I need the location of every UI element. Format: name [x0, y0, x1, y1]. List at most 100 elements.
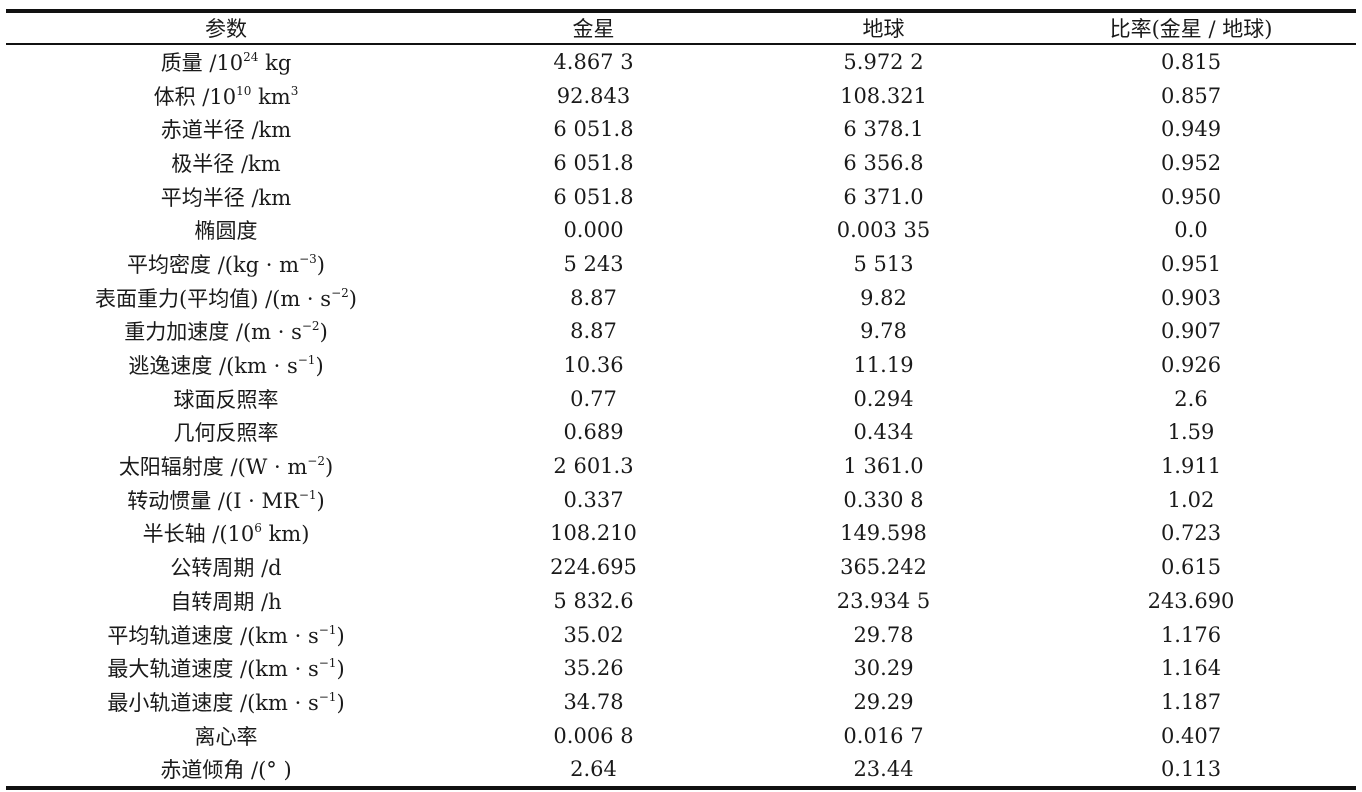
table-header-row: 参数 金星 地球 比率(金星 / 地球) — [6, 11, 1356, 44]
venus-value-cell: 5 243 — [563, 251, 624, 276]
earth-value-cell: 9.82 — [860, 285, 907, 310]
venus-value-cell: 0.000 — [563, 218, 624, 243]
venus-value-cell: 4.867 3 — [553, 49, 634, 74]
venus-value-cell: 6 051.8 — [553, 117, 634, 142]
earth-value-cell: 108.321 — [840, 83, 927, 108]
table-row: 公转周期 /d 224.695 365.242 0.615 — [6, 550, 1356, 584]
parameter-cell: 自转周期 /h — [170, 589, 282, 614]
venus-value-cell: 0.337 — [563, 487, 624, 512]
ratio-value-cell: 0.857 — [1160, 83, 1222, 108]
header-ratio: 比率(金星 / 地球) — [1109, 17, 1273, 41]
table-row: 离心率 0.006 8 0.016 7 0.407 — [6, 719, 1356, 753]
venus-value-cell: 0.77 — [570, 386, 617, 411]
venus-value-cell: 8.87 — [570, 285, 617, 310]
venus-value-cell: 35.26 — [563, 656, 624, 681]
ratio-value-cell: 1.911 — [1160, 454, 1222, 479]
parameter-cell: 最大轨道速度 /(km · s−1) — [107, 656, 345, 682]
parameter-cell: 平均密度 /(kg · m−3) — [127, 251, 325, 277]
earth-value-cell: 5 513 — [853, 251, 914, 276]
table-row: 极半径 /km 6 051.8 6 356.8 0.952 — [6, 146, 1356, 180]
table-row: 赤道半径 /km 6 051.8 6 378.1 0.949 — [6, 112, 1356, 146]
parameter-cell: 赤道半径 /km — [160, 118, 292, 143]
parameter-cell: 公转周期 /d — [170, 556, 282, 581]
earth-value-cell: 6 378.1 — [843, 117, 924, 142]
ratio-value-cell: 0.950 — [1160, 184, 1222, 209]
parameter-cell: 椭圆度 — [194, 219, 258, 244]
ratio-value-cell: 1.02 — [1167, 487, 1215, 512]
ratio-value-cell: 0.113 — [1160, 757, 1222, 782]
parameter-cell: 体积 /1010 km3 — [153, 83, 299, 109]
ratio-value-cell: 0.815 — [1160, 49, 1222, 74]
venus-value-cell: 0.006 8 — [553, 723, 634, 748]
venus-value-cell: 108.210 — [550, 521, 637, 546]
parameter-cell: 平均轨道速度 /(km · s−1) — [107, 622, 345, 648]
venus-value-cell: 6 051.8 — [553, 150, 634, 175]
earth-value-cell: 1 361.0 — [843, 454, 924, 479]
earth-value-cell: 5.972 2 — [843, 49, 924, 74]
earth-value-cell: 29.78 — [853, 622, 914, 647]
ratio-value-cell: 0.907 — [1160, 319, 1222, 344]
header-earth: 地球 — [862, 17, 905, 41]
parameter-cell: 转动惯量 /(I · MR−1) — [127, 487, 325, 513]
ratio-value-cell: 243.690 — [1147, 588, 1235, 613]
parameter-cell: 离心率 — [194, 724, 258, 749]
table-row: 太阳辐射度 /(W · m−2) 2 601.3 1 361.0 1.911 — [6, 449, 1356, 483]
parameter-cell: 最小轨道速度 /(km · s−1) — [107, 689, 345, 715]
parameter-cell: 球面反照率 — [173, 387, 279, 412]
table-row: 赤道倾角 /(° ) 2.64 23.44 0.113 — [6, 752, 1356, 789]
parameter-cell: 赤道倾角 /(° ) — [160, 758, 292, 783]
table-row: 几何反照率 0.689 0.434 1.59 — [6, 416, 1356, 450]
earth-value-cell: 0.330 8 — [843, 487, 924, 512]
header-venus: 金星 — [572, 17, 615, 41]
table-body: 质量 /1024 kg 4.867 3 5.972 2 0.815 体积 /1010 k… — [6, 44, 1356, 789]
ratio-value-cell: 1.176 — [1160, 622, 1222, 647]
table-row: 平均密度 /(kg · m−3) 5 243 5 513 0.951 — [6, 247, 1356, 281]
table-row: 椭圆度 0.000 0.003 35 0.0 — [6, 213, 1356, 247]
venus-value-cell: 2.64 — [570, 757, 617, 782]
earth-value-cell: 30.29 — [853, 656, 914, 681]
ratio-value-cell: 2.6 — [1174, 386, 1208, 411]
table-row: 重力加速度 /(m · s−2) 8.87 9.78 0.907 — [6, 315, 1356, 349]
table-row: 体积 /1010 km3 92.843 108.321 0.857 — [6, 79, 1356, 113]
venus-value-cell: 8.87 — [570, 319, 617, 344]
table-row: 球面反照率 0.77 0.294 2.6 — [6, 382, 1356, 416]
parameter-cell: 重力加速度 /(m · s−2) — [124, 319, 328, 345]
venus-value-cell: 224.695 — [550, 555, 637, 580]
ratio-value-cell: 0.951 — [1160, 251, 1222, 276]
ratio-value-cell: 1.164 — [1160, 656, 1222, 681]
parameter-cell: 平均半径 /km — [160, 185, 292, 210]
table-row: 最小轨道速度 /(km · s−1) 34.78 29.29 1.187 — [6, 685, 1356, 719]
earth-value-cell: 0.434 — [853, 420, 914, 445]
venus-value-cell: 35.02 — [563, 622, 624, 647]
parameter-cell: 质量 /1024 kg — [160, 49, 292, 75]
table-row: 平均半径 /km 6 051.8 6 371.0 0.950 — [6, 180, 1356, 214]
earth-value-cell: 0.294 — [853, 386, 914, 411]
data-table-container: 参数 金星 地球 比率(金星 / 地球) 质量 /1024 kg 4.867 3 5… — [6, 9, 1356, 790]
ratio-value-cell: 1.187 — [1160, 689, 1222, 714]
parameter-cell: 逃逸速度 /(km · s−1) — [128, 353, 324, 379]
ratio-value-cell: 0.926 — [1160, 353, 1222, 378]
header-parameter: 参数 — [205, 17, 247, 41]
parameter-cell: 表面重力(平均值) /(m · s−2) — [95, 285, 357, 311]
venus-value-cell: 0.689 — [563, 420, 624, 445]
table-row: 逃逸速度 /(km · s−1) 10.36 11.19 0.926 — [6, 348, 1356, 382]
ratio-value-cell: 0.615 — [1160, 555, 1222, 580]
earth-value-cell: 9.78 — [860, 319, 907, 344]
parameter-cell: 半长轴 /(106 km) — [142, 521, 310, 547]
table-row: 表面重力(平均值) /(m · s−2) 8.87 9.82 0.903 — [6, 281, 1356, 315]
parameter-cell: 极半径 /km — [171, 151, 281, 176]
table-row: 平均轨道速度 /(km · s−1) 35.02 29.78 1.176 — [6, 618, 1356, 652]
parameter-cell: 几何反照率 — [173, 421, 279, 446]
earth-value-cell: 11.19 — [853, 353, 914, 378]
table-row: 自转周期 /h 5 832.6 23.934 5 243.690 — [6, 584, 1356, 618]
parameter-cell: 太阳辐射度 /(W · m−2) — [118, 454, 334, 480]
earth-value-cell: 0.016 7 — [843, 723, 924, 748]
ratio-value-cell: 0.407 — [1160, 723, 1222, 748]
table-row: 半长轴 /(106 km) 108.210 149.598 0.723 — [6, 517, 1356, 551]
ratio-value-cell: 0.903 — [1160, 285, 1222, 310]
ratio-value-cell: 1.59 — [1167, 420, 1215, 445]
ratio-value-cell: 0.952 — [1160, 150, 1222, 175]
venus-value-cell: 92.843 — [556, 83, 631, 108]
earth-value-cell: 149.598 — [840, 521, 927, 546]
earth-value-cell: 23.934 5 — [836, 588, 931, 613]
